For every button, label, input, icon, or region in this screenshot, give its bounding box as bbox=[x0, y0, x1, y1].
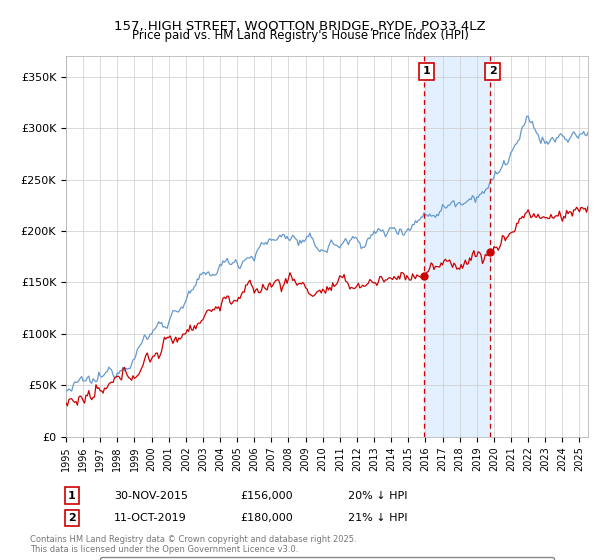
Text: 1: 1 bbox=[68, 491, 76, 501]
Text: 20% ↓ HPI: 20% ↓ HPI bbox=[348, 491, 407, 501]
Text: 11-OCT-2019: 11-OCT-2019 bbox=[114, 513, 187, 523]
Text: 2: 2 bbox=[68, 513, 76, 523]
Text: 1: 1 bbox=[423, 67, 430, 76]
Text: £180,000: £180,000 bbox=[240, 513, 293, 523]
Text: Contains HM Land Registry data © Crown copyright and database right 2025.
This d: Contains HM Land Registry data © Crown c… bbox=[30, 535, 356, 554]
Text: £156,000: £156,000 bbox=[240, 491, 293, 501]
Text: 21% ↓ HPI: 21% ↓ HPI bbox=[348, 513, 407, 523]
Bar bbox=[424, 56, 490, 437]
Text: 157, HIGH STREET, WOOTTON BRIDGE, RYDE, PO33 4LZ: 157, HIGH STREET, WOOTTON BRIDGE, RYDE, … bbox=[114, 20, 486, 32]
Legend: 157, HIGH STREET, WOOTTON BRIDGE, RYDE, PO33 4LZ (semi-detached house), HPI: Ave: 157, HIGH STREET, WOOTTON BRIDGE, RYDE, … bbox=[100, 557, 554, 560]
Text: 30-NOV-2015: 30-NOV-2015 bbox=[114, 491, 188, 501]
Text: Price paid vs. HM Land Registry's House Price Index (HPI): Price paid vs. HM Land Registry's House … bbox=[131, 29, 469, 42]
Text: 2: 2 bbox=[489, 67, 497, 76]
